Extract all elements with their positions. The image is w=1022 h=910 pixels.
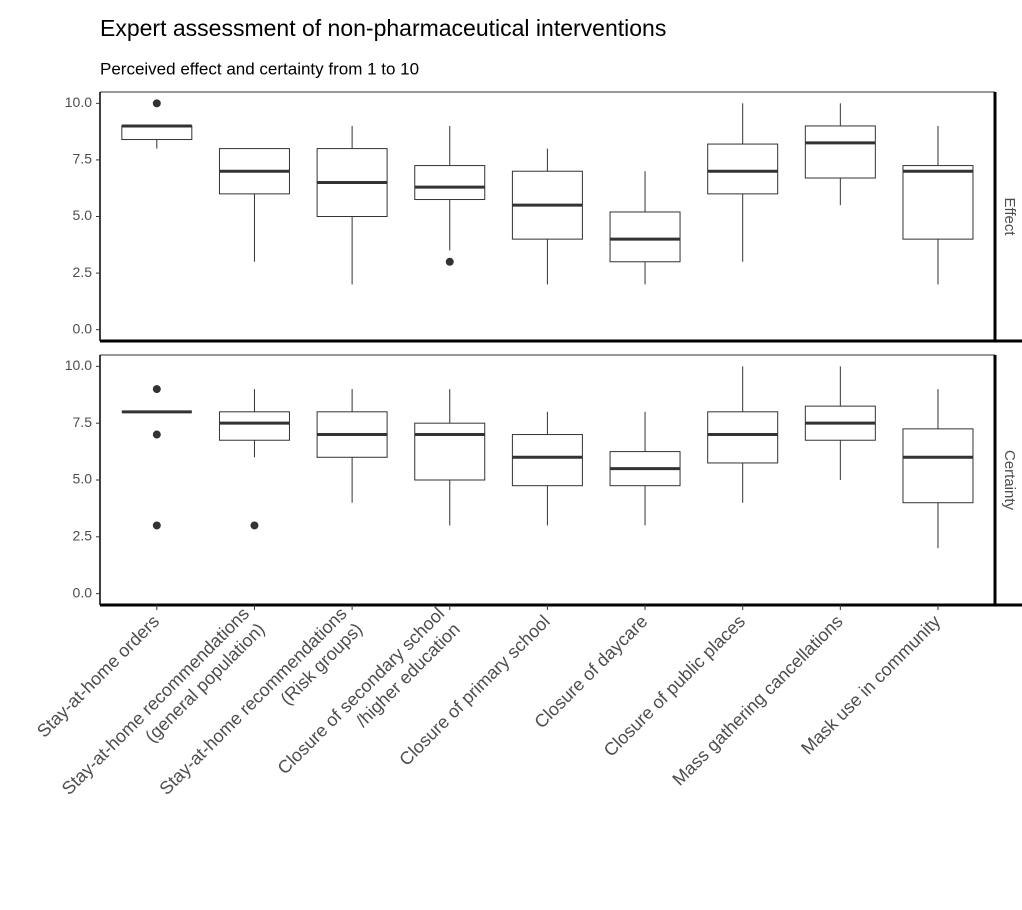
box: [121, 125, 193, 141]
box: [414, 422, 486, 481]
y-tick-label: 10.0: [65, 357, 92, 373]
x-tick-label: Mass gathering cancellations: [668, 611, 846, 789]
box: [414, 165, 486, 201]
x-tick-label: Closure of secondary school/higher educa…: [273, 603, 463, 793]
facet-label: Certainty: [1001, 450, 1018, 511]
y-tick-label: 5.0: [73, 207, 93, 223]
y-tick-label: 7.5: [73, 414, 93, 430]
y-tick-label: 10.0: [65, 94, 92, 110]
outlier: [152, 430, 161, 439]
box: [707, 411, 779, 464]
chart-subtitle: Perceived effect and certainty from 1 to…: [100, 59, 419, 78]
y-tick-label: 0.0: [73, 320, 93, 336]
outlier: [152, 385, 161, 394]
outlier: [445, 257, 454, 266]
y-tick-label: 0.0: [73, 584, 93, 600]
outlier: [152, 521, 161, 530]
facet-label: Effect: [1001, 197, 1018, 236]
y-tick-label: 5.0: [73, 471, 93, 487]
y-tick-label: 2.5: [73, 528, 93, 544]
box: [218, 411, 290, 441]
chart-title: Expert assessment of non-pharmaceutical …: [100, 15, 666, 41]
y-tick-label: 2.5: [73, 264, 93, 280]
outlier: [152, 99, 161, 108]
box: [804, 125, 876, 179]
y-tick-label: 7.5: [73, 151, 93, 167]
box: [707, 143, 779, 195]
outlier: [250, 521, 259, 530]
box: [609, 211, 681, 263]
box: [902, 165, 974, 240]
box: [511, 434, 583, 487]
box: [902, 428, 974, 504]
